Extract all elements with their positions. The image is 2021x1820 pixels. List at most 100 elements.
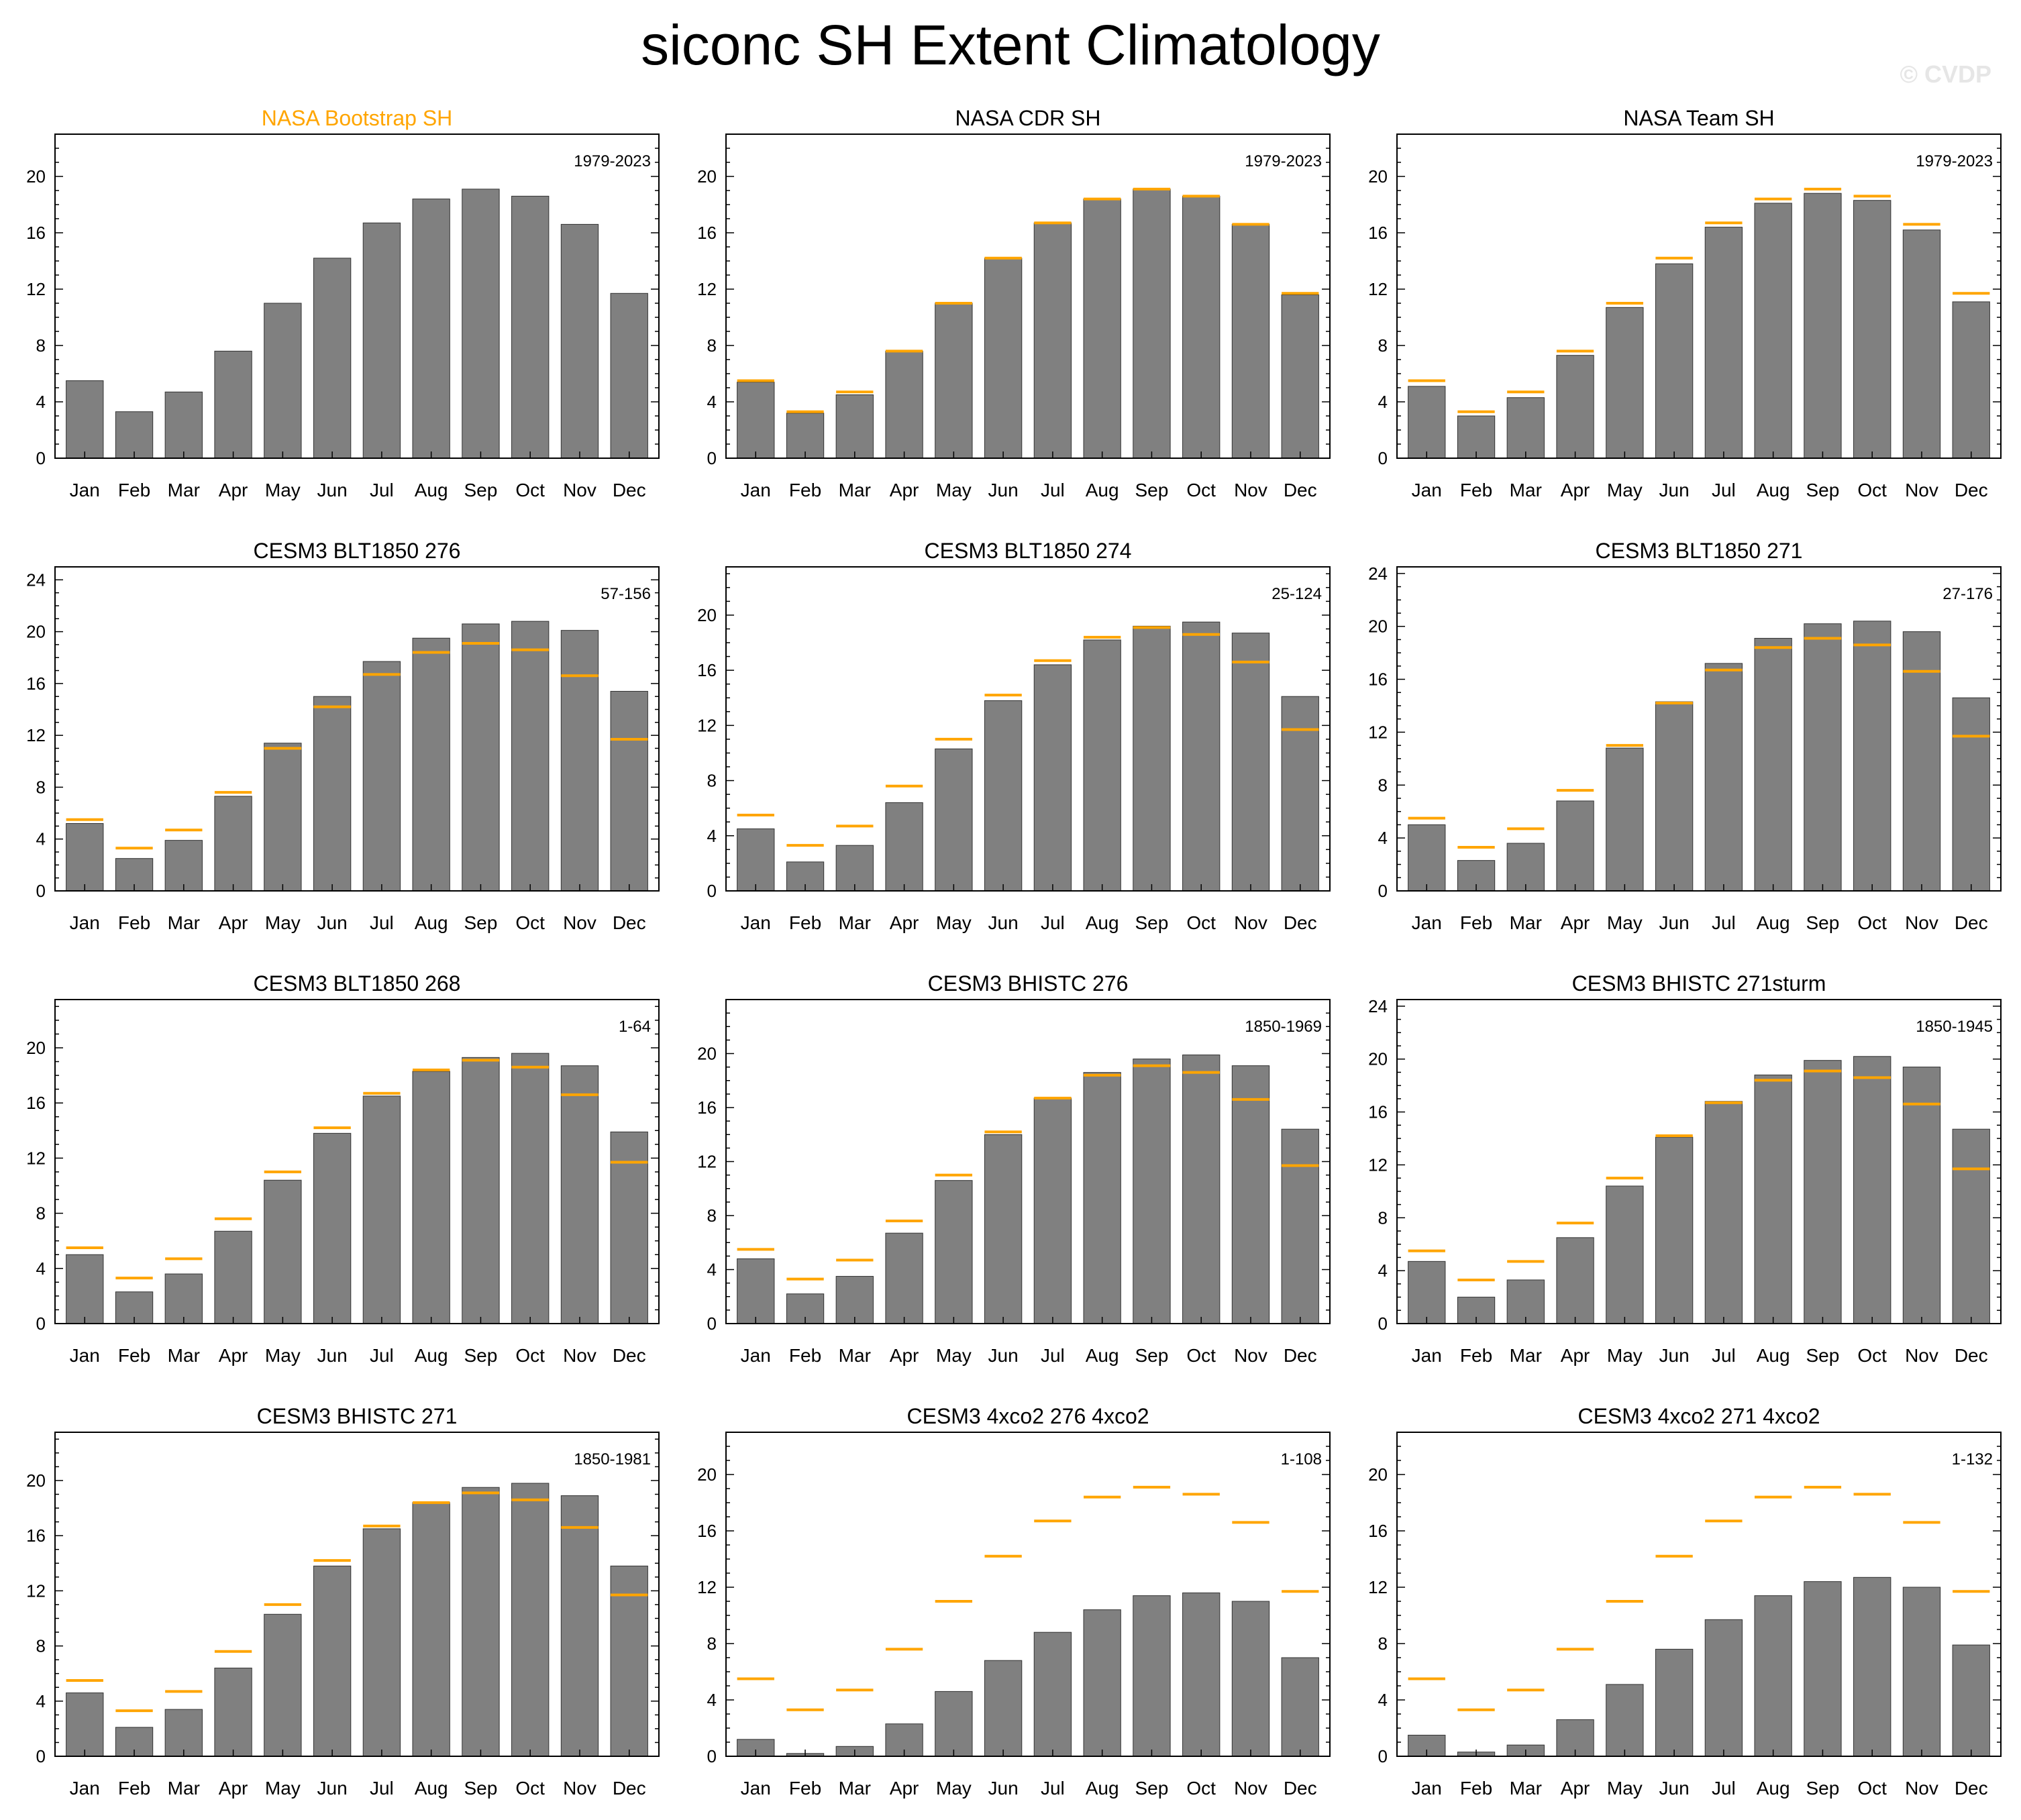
x-tick-label: May xyxy=(1607,912,1643,933)
chart-title: NASA Bootstrap SH xyxy=(262,106,453,130)
bar-apr xyxy=(214,796,252,892)
y-tick-label: 16 xyxy=(1368,1102,1388,1122)
x-tick-label: Dec xyxy=(613,1345,646,1366)
x-tick-label: Jun xyxy=(1659,912,1690,933)
y-tick-label: 16 xyxy=(1368,1521,1388,1541)
y-tick-label: 12 xyxy=(1368,279,1388,299)
bar-nov xyxy=(1231,223,1270,459)
x-tick-label: Feb xyxy=(118,1345,150,1366)
bar-oct xyxy=(1853,200,1892,459)
bar-oct xyxy=(1853,1576,1892,1757)
x-tick-label: Feb xyxy=(789,1345,821,1366)
x-tick-label: Sep xyxy=(1135,912,1169,933)
bar-apr xyxy=(214,350,252,459)
bar-jul xyxy=(362,222,401,459)
x-tick-label: Feb xyxy=(118,1778,150,1799)
x-tick-label: Dec xyxy=(1955,480,1988,500)
bar-jan xyxy=(66,1254,104,1324)
x-tick-label: Apr xyxy=(890,1778,919,1799)
x-tick-label: Jun xyxy=(1659,1778,1690,1799)
x-tick-label: May xyxy=(265,1345,301,1366)
bar-aug xyxy=(1083,1072,1121,1324)
x-tick-label: Dec xyxy=(613,1778,646,1799)
x-tick-label: Jan xyxy=(1412,912,1442,933)
bar-oct xyxy=(511,1053,550,1324)
bar-nov xyxy=(1231,1601,1270,1757)
y-tick-label: 4 xyxy=(36,1691,46,1711)
chart-title: NASA CDR SH xyxy=(955,106,1101,130)
bar-dec xyxy=(610,1565,648,1757)
y-tick-label: 24 xyxy=(1368,564,1388,584)
x-tick-label: Dec xyxy=(1284,1778,1317,1799)
bar-may xyxy=(1606,747,1644,892)
x-tick-label: Apr xyxy=(219,912,248,933)
chart-panel-10: CESM3 BHISTC 271 1850-1981 0 4 8 12 16 20 Jan Feb… xyxy=(26,1404,660,1799)
bar-apr xyxy=(214,1667,252,1757)
y-tick-label: 16 xyxy=(697,1098,717,1118)
bar-nov xyxy=(560,223,599,459)
y-tick-label: 24 xyxy=(1368,996,1388,1016)
bar-feb xyxy=(786,413,825,459)
bar-jul xyxy=(1033,664,1072,892)
bar-aug xyxy=(1083,1609,1121,1757)
plot-frame xyxy=(54,133,660,459)
x-tick-label: Oct xyxy=(515,480,545,500)
bar-sep xyxy=(1133,189,1171,459)
period-label: 1-64 xyxy=(619,1018,651,1036)
bar-aug xyxy=(412,1502,450,1757)
x-tick-label: Jun xyxy=(988,1345,1019,1366)
x-tick-label: Feb xyxy=(1460,912,1492,933)
x-tick-label: Aug xyxy=(415,1345,448,1366)
x-tick-label: Jul xyxy=(1712,1778,1736,1799)
x-tick-label: Sep xyxy=(1806,912,1840,933)
x-tick-label: Jan xyxy=(741,912,771,933)
chart-title: CESM3 BLT1850 271 xyxy=(1596,539,1803,563)
y-tick-label: 20 xyxy=(1368,617,1388,637)
bar-jul xyxy=(362,661,401,892)
x-tick-label: Sep xyxy=(1135,1345,1169,1366)
bar-jun xyxy=(1655,1136,1694,1324)
y-tick-label: 16 xyxy=(1368,670,1388,690)
x-tick-label: Dec xyxy=(1955,1778,1988,1799)
x-tick-label: Feb xyxy=(118,480,150,500)
y-tick-label: 20 xyxy=(1368,1049,1388,1069)
bar-oct xyxy=(1182,1055,1221,1324)
x-tick-label: Aug xyxy=(1086,480,1119,500)
period-label: 27-176 xyxy=(1942,585,1993,603)
period-label: 57-156 xyxy=(601,585,651,603)
x-tick-label: Feb xyxy=(789,912,821,933)
x-tick-label: Jan xyxy=(1412,480,1442,500)
x-tick-label: Aug xyxy=(415,1778,448,1799)
y-tick-label: 12 xyxy=(26,279,46,299)
bar-dec xyxy=(610,1131,648,1324)
y-tick-label: 16 xyxy=(697,1521,717,1541)
x-tick-label: Feb xyxy=(1460,480,1492,500)
x-tick-label: Nov xyxy=(1905,912,1938,933)
x-tick-label: Jun xyxy=(988,912,1019,933)
x-tick-label: May xyxy=(265,912,301,933)
bar-jun xyxy=(984,1660,1023,1757)
bar-nov xyxy=(1902,229,1941,459)
x-tick-label: Oct xyxy=(1186,912,1216,933)
y-tick-label: 16 xyxy=(26,1525,46,1546)
x-tick-label: Jul xyxy=(1041,480,1065,500)
x-tick-label: Aug xyxy=(1757,1345,1790,1366)
bar-oct xyxy=(511,1483,550,1757)
chart-title: CESM3 BHISTC 271sturm xyxy=(1572,971,1826,996)
x-tick-label: Mar xyxy=(1510,1778,1542,1799)
period-label: 1979-2023 xyxy=(574,152,651,170)
x-tick-label: Jun xyxy=(317,1345,348,1366)
bar-feb xyxy=(1457,415,1496,459)
y-tick-label: 8 xyxy=(36,777,46,797)
bar-sep xyxy=(462,189,500,459)
y-tick-label: 12 xyxy=(26,1581,46,1601)
y-tick-label: 20 xyxy=(697,605,717,625)
y-tick-label: 16 xyxy=(26,674,46,694)
bar-oct xyxy=(511,621,550,892)
y-tick-label: 20 xyxy=(26,166,46,186)
bar-jan xyxy=(66,1692,104,1757)
chart-title: CESM3 BLT1850 268 xyxy=(254,971,461,996)
bar-may xyxy=(935,1180,973,1324)
y-tick-label: 12 xyxy=(697,715,717,735)
